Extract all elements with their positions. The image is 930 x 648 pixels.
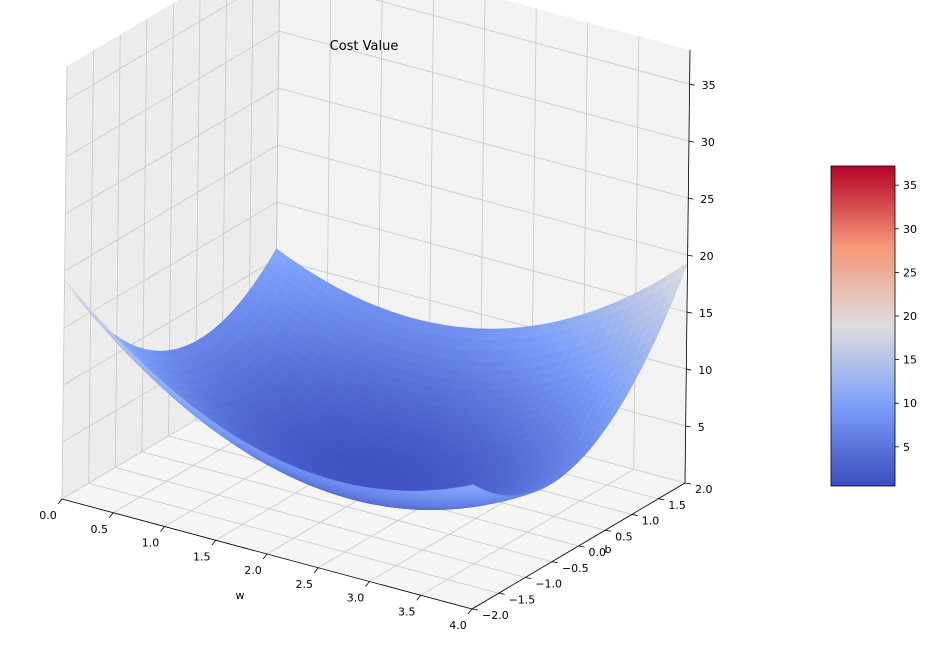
y-tick-mark	[471, 608, 479, 611]
grid-line-floor-y	[141, 451, 552, 563]
x-tick-mark	[108, 512, 114, 518]
colorbar-tick-label: 10	[903, 397, 917, 410]
z-tick-label: 5	[698, 421, 705, 434]
colorbar-tick-label: 15	[903, 354, 917, 367]
y-tick-mark	[605, 529, 612, 532]
grid-line-side-y	[114, 34, 121, 468]
x-tick-label: 1.5	[193, 550, 211, 563]
axes-panes	[62, 0, 690, 609]
y-tick-mark	[631, 514, 638, 516]
y-tick-label: 0.5	[615, 530, 633, 543]
z-tick-mark	[688, 197, 694, 200]
y-tick-mark	[525, 577, 532, 579]
z-tick-label: 35	[702, 79, 716, 92]
z-tick-mark	[689, 83, 695, 86]
surface-patch	[64, 278, 80, 299]
y-tick-label: 1.5	[668, 499, 686, 512]
y-tick-mark	[551, 561, 558, 564]
y-tick-label: −0.5	[562, 562, 589, 575]
y-tick-label: 0.0	[589, 546, 607, 559]
chart-title: Cost Value	[330, 39, 399, 54]
y-tick-label: −2.0	[482, 609, 509, 622]
y-tick-mark	[578, 545, 585, 548]
x-axis-label: w	[236, 589, 245, 602]
grid-line-side-z	[63, 201, 278, 329]
x-tick-mark	[57, 498, 63, 505]
z-tick-mark	[687, 254, 693, 257]
grid-line-back-z	[277, 144, 688, 256]
x-tick-label: 3.0	[347, 592, 365, 605]
x-tick-label: 2.5	[296, 578, 314, 591]
z-tick-mark	[686, 311, 693, 314]
y-tick-label: 1.0	[642, 515, 660, 528]
grid-line-side-y	[141, 18, 148, 452]
z-axis-ticks: 5 10 15 20 25 30 35	[685, 79, 716, 434]
grid-line-back-z	[374, 0, 690, 85]
x-tick-label: 1.0	[142, 537, 160, 550]
cost-surface	[64, 248, 689, 510]
y-tick-label: 2.0	[695, 483, 713, 496]
grid-line-side-z	[65, 87, 279, 215]
x-tick-mark	[313, 567, 319, 573]
y-tick-label: −1.0	[535, 578, 562, 591]
z-tick-label: 25	[700, 193, 714, 206]
grid-line-back-z	[278, 30, 690, 142]
grid-line-back-z	[276, 201, 688, 313]
y-axis-ticks: −2.0−1.5 −1.0−0.50.0 0.5 1.0 1.5 2.0	[471, 482, 713, 622]
y-axis-label: b	[605, 543, 612, 556]
x-tick-label: 0.0	[39, 509, 57, 522]
z-tick-label: 20	[700, 250, 714, 263]
x-tick-label: 3.5	[398, 605, 416, 618]
grid-line-side-y	[61, 65, 68, 500]
grid-line-side-z	[65, 30, 280, 158]
colorbar-tick-label: 35	[903, 179, 917, 192]
x-tick-label: 4.0	[449, 619, 467, 632]
x-tick-mark	[211, 540, 217, 546]
z-tick-mark	[686, 368, 692, 371]
x-tick-mark	[467, 608, 473, 615]
grid-line-side-y	[88, 50, 95, 484]
z-tick-label: 30	[701, 136, 715, 149]
colorbar-tick-label: 30	[903, 223, 917, 236]
grid-line-back-z	[278, 87, 689, 199]
grid-line-side-z	[63, 258, 277, 386]
z-axis-line	[684, 49, 691, 484]
z-tick-mark	[688, 140, 695, 143]
grid-line-floor-y	[88, 482, 499, 594]
y-tick-mark	[498, 592, 505, 595]
colorbar-tick-label: 20	[903, 310, 917, 323]
x-tick-mark	[416, 595, 422, 601]
y-tick-mark	[658, 498, 665, 501]
z-tick-label: 15	[699, 307, 713, 320]
x-tick-label: 0.5	[91, 523, 109, 536]
grid-line-floor-y	[115, 467, 526, 578]
grid-line-side-z	[66, 0, 237, 101]
x-tick-mark	[262, 553, 268, 560]
x-tick-label: 2.0	[244, 564, 262, 577]
colorbar: 5 10 15 20 25 30 35	[830, 165, 917, 487]
z-tick-label: 10	[698, 364, 712, 377]
x-tick-mark	[365, 581, 370, 587]
grid-line-back-x	[633, 36, 640, 470]
z-tick-mark	[685, 425, 691, 428]
x-tick-mark	[160, 526, 165, 532]
x-axis-ticks: 0.0 0.5 1.0 1.5 2.0 2.5 3.0 3.5 4.0	[39, 498, 473, 632]
grid-line-side-z	[64, 144, 278, 272]
colorbar-tick-label: 5	[903, 441, 910, 454]
y-tick-label: −1.5	[509, 593, 536, 606]
colorbar-gradient	[830, 165, 896, 487]
colorbar-tick-label: 25	[903, 266, 917, 279]
y-tick-mark	[684, 482, 692, 485]
